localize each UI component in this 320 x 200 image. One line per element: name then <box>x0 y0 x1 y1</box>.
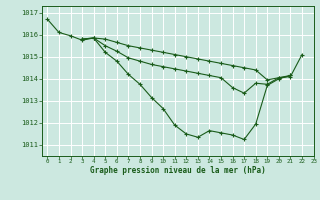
X-axis label: Graphe pression niveau de la mer (hPa): Graphe pression niveau de la mer (hPa) <box>90 166 266 175</box>
